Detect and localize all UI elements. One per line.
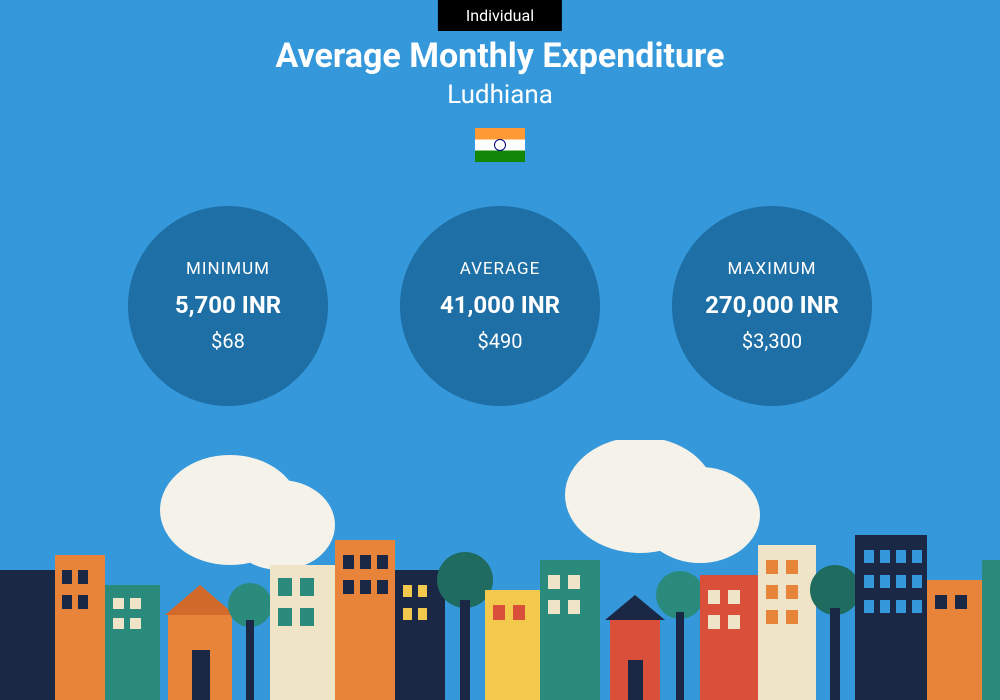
stat-minimum: MINIMUM 5,700 INR $68	[128, 206, 328, 406]
page-title: Average Monthly Expenditure	[0, 36, 1000, 76]
stat-label: MINIMUM	[186, 259, 270, 279]
stat-value-inr: 5,700 INR	[175, 291, 281, 319]
stats-container: MINIMUM 5,700 INR $68 AVERAGE 41,000 INR…	[0, 206, 1000, 406]
stat-value-usd: $3,300	[742, 329, 802, 353]
stat-value-inr: 41,000 INR	[440, 291, 560, 319]
stat-value-usd: $68	[211, 329, 245, 353]
location-subtitle: Ludhiana	[0, 80, 1000, 110]
stat-average: AVERAGE 41,000 INR $490	[400, 206, 600, 406]
stat-value-usd: $490	[478, 329, 523, 353]
stat-maximum: MAXIMUM 270,000 INR $3,300	[672, 206, 872, 406]
stat-label: AVERAGE	[460, 259, 541, 279]
category-badge: Individual	[438, 0, 562, 31]
stat-value-inr: 270,000 INR	[705, 291, 839, 319]
stat-label: MAXIMUM	[727, 259, 816, 279]
cityscape-illustration	[0, 440, 1000, 700]
india-flag-icon	[475, 128, 525, 162]
